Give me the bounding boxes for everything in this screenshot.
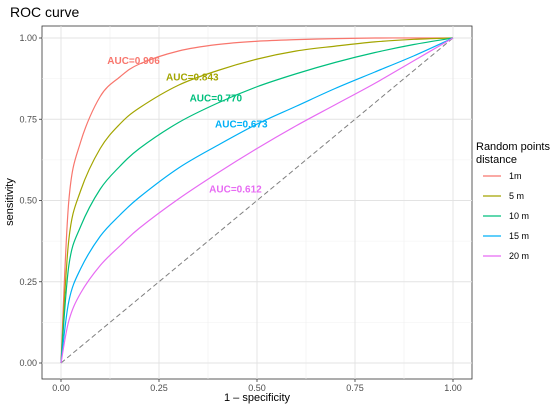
legend: Random points distance 1m 5 m 10 m 15 m 20 m xyxy=(476,141,550,261)
legend-title-line-2: distance xyxy=(476,154,517,166)
chart-title: ROC curve xyxy=(10,4,79,20)
x-tick-label-4: 1.00 xyxy=(444,383,462,393)
legend-label-2: 5 m xyxy=(509,191,524,201)
y-tick-label-0: 0.00 xyxy=(19,358,37,368)
legend-label-5: 20 m xyxy=(509,251,529,261)
y-tick-label-2: 0.50 xyxy=(19,196,37,206)
x-tick-label-2: 0.50 xyxy=(248,383,266,393)
y-tick-label-3: 0.75 xyxy=(19,114,37,124)
y-axis-title: sensitivity xyxy=(4,178,16,226)
series-layer xyxy=(60,37,454,364)
x-tick-label-1: 0.25 xyxy=(150,383,168,393)
legend-label-3: 10 m xyxy=(509,211,529,221)
auc-label-4: AUC=0.673 xyxy=(215,119,268,130)
reference-diagonal-line xyxy=(60,37,454,364)
x-tick-label-3: 0.75 xyxy=(346,383,364,393)
series-line-3 xyxy=(60,37,454,364)
auc-label-3: AUC=0.770 xyxy=(190,93,243,104)
axis-ticks: 0.00 0.25 0.50 0.75 1.00 0.00 0.25 0.50 0.75 1.00 xyxy=(19,33,461,393)
series-line-1 xyxy=(60,37,453,364)
series-line-2 xyxy=(60,37,454,364)
legend-label-4: 15 m xyxy=(509,231,529,241)
series-line-4 xyxy=(60,37,454,364)
y-tick-label-4: 1.00 xyxy=(19,33,37,43)
legend-label-1: 1m xyxy=(509,171,522,181)
auc-label-1: AUC=0.906 xyxy=(107,56,160,67)
auc-label-2: AUC=0.843 xyxy=(166,72,219,83)
auc-label-5: AUC=0.612 xyxy=(209,184,262,195)
gridlines xyxy=(42,26,472,379)
series-line-5 xyxy=(60,37,454,364)
auc-labels: AUC=0.906 AUC=0.843 AUC=0.770 AUC=0.673 AUC=… xyxy=(107,56,268,195)
x-axis-title: 1 – specificity xyxy=(224,392,291,404)
x-tick-label-0: 0.00 xyxy=(52,383,70,393)
legend-title-line-1: Random points xyxy=(476,141,550,153)
y-tick-label-1: 0.25 xyxy=(19,277,37,287)
